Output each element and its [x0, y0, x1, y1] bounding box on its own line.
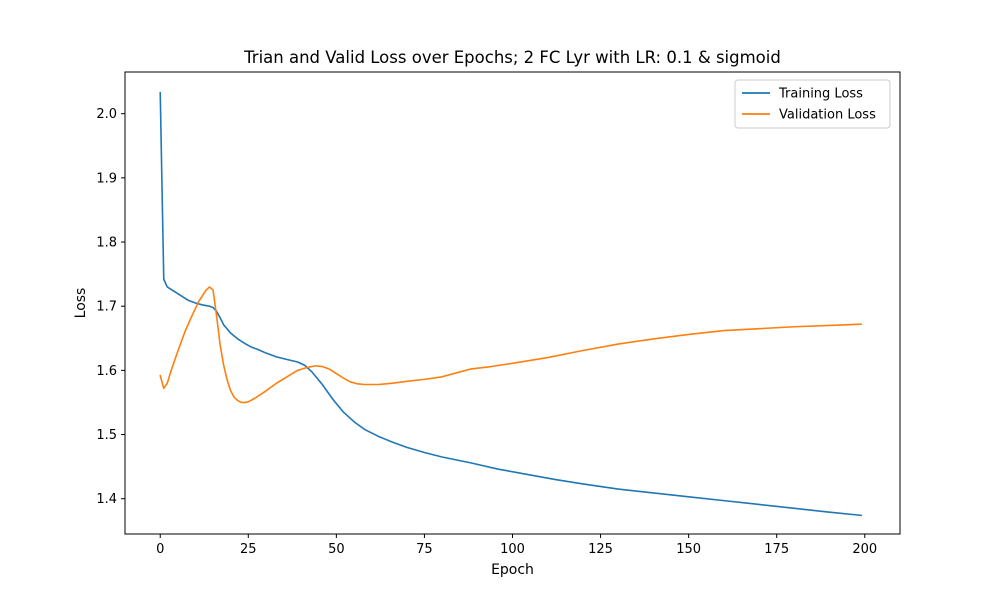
x-axis-ticks: 0 25 50 75 100 125 150 175 200: [156, 534, 877, 557]
x-tick-label: 200: [852, 542, 877, 557]
series-layer: [159, 91, 863, 517]
x-axis-label: Epoch: [491, 562, 534, 578]
y-tick-label: 2.0: [96, 107, 117, 122]
y-axis-label: Loss: [73, 288, 89, 319]
y-tick-label: 1.6: [96, 364, 117, 379]
y-tick-label: 1.8: [96, 236, 117, 251]
y-tick-label: 1.7: [96, 300, 117, 315]
x-tick-label: 175: [764, 542, 789, 557]
x-tick-label: 25: [240, 542, 257, 557]
x-tick-label: 150: [676, 542, 701, 557]
y-tick-label: 1.9: [96, 171, 117, 186]
legend-label: Training Loss: [778, 87, 863, 102]
legend-box: [734, 79, 891, 129]
series-line-validation-loss: [159, 286, 863, 404]
legend: Training Loss Validation Loss: [734, 79, 891, 129]
legend-label: Validation Loss: [779, 108, 876, 123]
x-tick-label: 75: [416, 542, 433, 557]
series-line-training-loss: [159, 91, 863, 517]
chart-title: Trian and Valid Loss over Epochs; 2 FC L…: [243, 48, 781, 67]
x-tick-label: 0: [156, 542, 164, 557]
y-tick-label: 1.4: [96, 492, 117, 507]
x-tick-label: 125: [588, 542, 613, 557]
x-tick-label: 100: [500, 542, 525, 557]
y-tick-label: 1.5: [96, 428, 117, 443]
x-tick-label: 50: [328, 542, 345, 557]
y-axis-ticks: 1.4 1.5 1.6 1.7 1.8 1.9 2.0: [96, 107, 125, 507]
